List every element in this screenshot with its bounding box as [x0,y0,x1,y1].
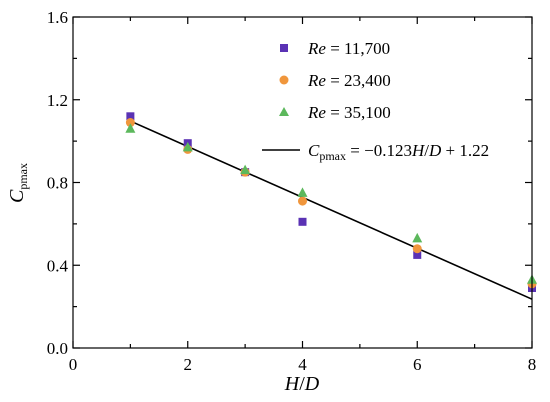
axis-ticks [72,16,533,349]
legend-label-series-1: Re = 11,700 [307,39,390,58]
data-point-series-3 [182,141,193,152]
legend-label-series-2: Re = 23,400 [307,71,391,90]
fit-label-v2: D [428,141,442,160]
data-points [125,112,537,293]
tick-labels: 0 2 4 6 8 0.0 0.4 0.8 1.2 1.6 [47,8,537,374]
data-point-series-1 [413,250,422,259]
x-tick-label: 6 [413,355,422,374]
legend-marker-triangle [279,107,289,116]
legend-label-series-3-rest: = 35,100 [326,103,391,122]
fit-label-eq2: + 1.22 [441,141,489,160]
x-tick-label: 4 [298,355,307,374]
x-tick-label: 2 [184,355,193,374]
x-axis-title: H/D [284,373,320,395]
y-tick-label: 0.0 [47,339,68,358]
fit-line-layer [130,120,533,300]
x-axis-title-sep: / [299,373,305,395]
y-axis-title-sub: pmax [16,163,30,190]
legend-label-series-2-rest: = 23,400 [326,71,391,90]
fit-line [130,120,533,300]
y-axis-title-var: C [6,189,28,203]
data-point-series-3 [125,123,136,133]
data-point-series-3 [297,187,308,197]
y-tick-label: 0.4 [47,256,69,275]
fit-label-v1: H [411,141,426,160]
data-point-series-2 [412,244,422,254]
y-tick-label: 1.6 [47,8,68,27]
data-point-series-2 [298,196,307,206]
x-axis-title-var2: D [304,373,320,395]
data-point-series-1 [126,112,135,121]
legend-label-series-1-var: Re [307,39,326,58]
x-tick-label: 0 [69,355,78,374]
legend-label-series-3: Re = 35,100 [307,103,391,122]
fit-label-sub: pmax [319,149,346,163]
data-point-series-3 [240,164,251,175]
y-tick-label: 1.2 [47,91,68,110]
legend-label-series-1-rest: = 11,700 [326,39,390,58]
fit-label-eq1: = −0.123 [346,141,412,160]
x-axis-title-var: H [284,373,301,395]
legend-label-series-2-var: Re [307,71,326,90]
x-tick-label: 8 [528,355,537,374]
y-axis-title: Cpmax [6,163,30,203]
fit-label-var: C [308,141,320,160]
legend: Re = 11,700 Re = 23,400 Re = 35,100 Cpma… [262,39,489,163]
data-point-series-1 [298,217,307,226]
y-tick-label: 0.8 [47,174,68,193]
legend-marker-square [280,44,288,52]
fit-label-sep: / [424,141,429,160]
data-point-series-3 [412,232,423,243]
legend-label-series-3-var: Re [307,103,326,122]
legend-label-fit-line: Cpmax = −0.123H/D + 1.22 [308,141,489,163]
legend-marker-circle [279,75,289,85]
plot-frame [72,16,533,349]
data-point-series-2 [125,118,135,128]
